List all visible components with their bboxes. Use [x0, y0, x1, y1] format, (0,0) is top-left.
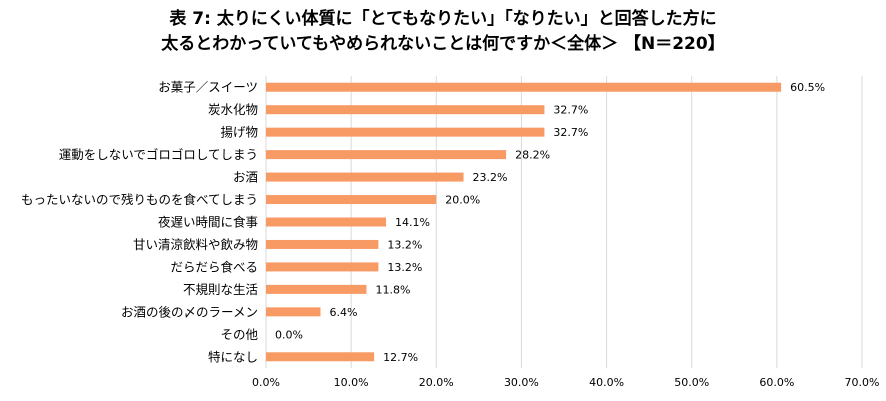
x-tick-label-0: 0.0%: [252, 376, 280, 389]
x-tick-label-3: 30.0%: [504, 376, 539, 389]
value-label-1: 32.7%: [553, 104, 588, 117]
bar-10: [266, 307, 321, 317]
category-label-0: お菓子／スイーツ: [158, 80, 258, 95]
value-label-8: 13.2%: [387, 261, 422, 274]
value-label-6: 14.1%: [395, 216, 430, 229]
category-label-11: その他: [220, 327, 258, 342]
category-label-3: 運動をしないでゴロゴロしてしまう: [59, 147, 258, 162]
value-label-9: 11.8%: [375, 283, 410, 296]
value-label-11: 0.0%: [275, 328, 303, 341]
bar-8: [266, 262, 379, 272]
value-label-3: 28.2%: [515, 149, 550, 162]
category-label-5: もったいないので残りものを食べてしまう: [21, 192, 258, 207]
bar-9: [266, 284, 367, 294]
x-tick-label-1: 10.0%: [334, 376, 369, 389]
x-tick-label-6: 60.0%: [759, 376, 794, 389]
category-label-7: 甘い清涼飲料や飲み物: [133, 237, 258, 252]
category-label-9: 不規則な生活: [183, 282, 258, 297]
bar-0: [266, 82, 782, 92]
x-tick-label-7: 70.0%: [845, 376, 880, 389]
category-label-10: お酒の後の〆のラーメン: [121, 304, 258, 319]
bar-2: [266, 127, 545, 137]
bar-1: [266, 105, 545, 115]
x-tick-label-2: 20.0%: [419, 376, 454, 389]
bar-12: [266, 352, 375, 362]
value-label-5: 20.0%: [445, 194, 480, 207]
category-label-1: 炭水化物: [208, 102, 258, 117]
category-label-12: 特になし: [208, 349, 258, 364]
category-label-2: 揚げ物: [220, 125, 258, 140]
bar-3: [266, 150, 507, 160]
bar-4: [266, 172, 464, 182]
bar-7: [266, 239, 379, 249]
category-label-6: 夜遅い時間に食事: [158, 215, 258, 230]
bar-5: [266, 195, 437, 205]
value-label-4: 23.2%: [473, 171, 508, 184]
value-label-10: 6.4%: [329, 306, 357, 319]
value-label-7: 13.2%: [387, 238, 422, 251]
x-tick-label-5: 50.0%: [674, 376, 709, 389]
value-label-12: 12.7%: [383, 351, 418, 364]
chart-title-line-2: 太るとわかっていてもやめられないことは何ですか＜全体＞ 【N＝220】: [161, 34, 725, 54]
x-tick-label-4: 40.0%: [589, 376, 624, 389]
value-label-0: 60.5%: [790, 81, 825, 94]
category-label-4: お酒: [233, 170, 258, 185]
value-label-2: 32.7%: [553, 126, 588, 139]
chart-title-line-1: 表 7: 太りにくい体質に「とてもなりたい」「なりたい」と回答した方に: [169, 9, 717, 29]
category-label-8: だらだら食べる: [170, 259, 258, 274]
bar-6: [266, 217, 387, 227]
